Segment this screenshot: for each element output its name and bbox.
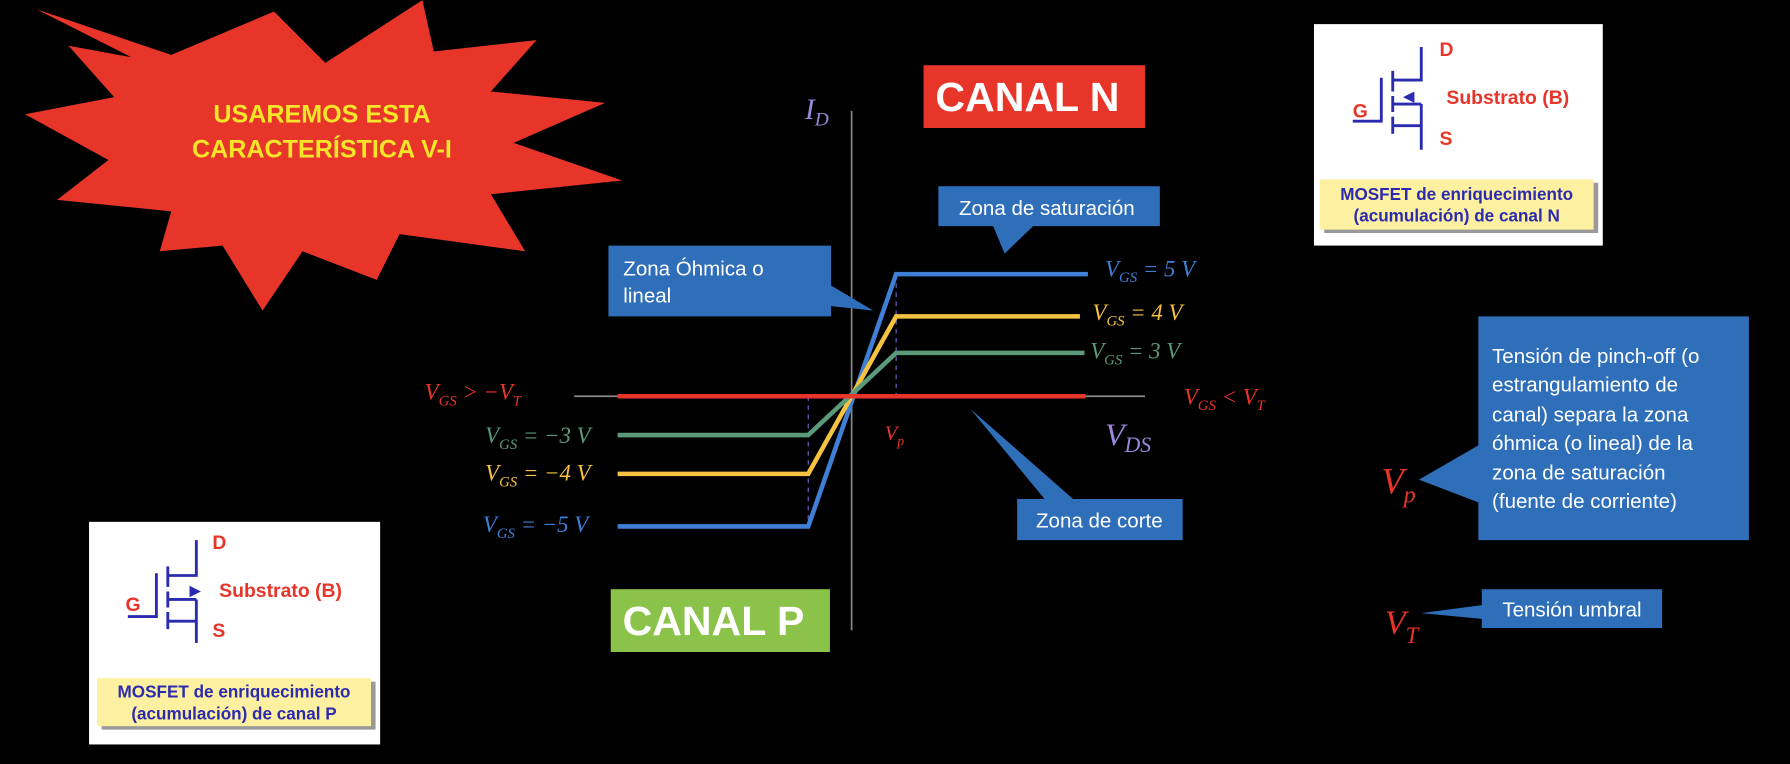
text-part: = −3 V <box>517 423 593 448</box>
callout-corte <box>970 408 1183 541</box>
callout-text: Tensión umbral <box>1502 599 1641 622</box>
callout-text: Zona de saturación <box>959 197 1135 220</box>
callout-umbral <box>1421 589 1663 629</box>
text-part: D <box>814 110 829 131</box>
curve-label: VGS = 3 V <box>1090 339 1183 369</box>
text-part: V <box>1385 604 1410 642</box>
text-part: GS <box>497 526 516 542</box>
text-part: V <box>885 423 900 445</box>
text-part: T <box>1406 623 1421 648</box>
callout-text: Tensión de pinch-off (o <box>1492 345 1699 368</box>
mosfet-symbol <box>1352 46 1423 150</box>
callout-text: óhmica (o lineal) de la <box>1492 432 1693 455</box>
text-part: > −V <box>457 380 516 405</box>
curve-label: VGS = 5 V <box>1105 256 1198 286</box>
canal-n-label: CANAL N <box>935 74 1119 120</box>
callout-text: lineal <box>623 285 671 308</box>
callout-text: zona de saturación <box>1492 462 1666 485</box>
gate-label: G <box>1353 101 1368 123</box>
curve-label: VGS < VT <box>1184 384 1267 414</box>
text-part: T <box>513 393 523 409</box>
text-part: GS <box>1119 270 1138 286</box>
burst-text: USAREMOS ESTA <box>213 100 430 128</box>
y-axis-label: ID <box>804 94 829 131</box>
text-part: V <box>1381 460 1407 501</box>
callout-text: Zona de corte <box>1036 510 1163 533</box>
text-part: V <box>485 461 502 486</box>
caption: (acumulación) de canal P <box>131 704 336 723</box>
vp-symbol: Vp <box>1381 460 1415 508</box>
text-part: = −5 V <box>515 512 591 537</box>
text-part: V <box>425 380 442 405</box>
text-part: GS <box>439 393 458 409</box>
text-part: DS <box>1124 433 1152 457</box>
text-part: GS <box>1198 398 1217 414</box>
x-axis-label: VDS <box>1105 417 1151 457</box>
text-part: = 5 V <box>1137 256 1198 281</box>
substrate-label: Substrato (B) <box>1446 87 1569 109</box>
callout-saturacion <box>938 186 1160 254</box>
text-part: T <box>1257 398 1267 414</box>
burst-text: CARACTERÍSTICA V-I <box>192 135 452 164</box>
text-part: < V <box>1216 384 1260 409</box>
gate-label: G <box>126 594 141 616</box>
text-part: V <box>1092 300 1109 325</box>
canal-p-label: CANAL P <box>623 598 805 644</box>
mosfet-p: G D S Substrato (B) MOSFET de enriquecim… <box>89 521 381 745</box>
text-part: V <box>1184 384 1201 409</box>
source-label: S <box>212 620 225 642</box>
caption: MOSFET de enriquecimiento <box>118 683 351 702</box>
caption: (acumulación) de canal N <box>1353 207 1559 226</box>
text-part: p <box>1402 482 1416 508</box>
curve-label: VGS = −3 V <box>485 423 593 453</box>
text-part: GS <box>499 437 518 453</box>
curve-label: VGS = −4 V <box>485 461 593 491</box>
callout-text: estrangulamiento de <box>1492 374 1678 397</box>
callout-ohmica <box>608 245 874 317</box>
callout-text: canal) separa la zona <box>1492 403 1689 426</box>
text-part: GS <box>1104 352 1123 368</box>
mosfet-arrow <box>1403 91 1415 103</box>
vt-symbol: VT <box>1385 604 1421 648</box>
text-part: V <box>1105 417 1128 452</box>
text-part: I <box>804 94 817 126</box>
text-part: = −4 V <box>517 461 593 486</box>
text-part: V <box>1090 339 1107 364</box>
mosfet-arrow <box>189 585 201 598</box>
drain-label: D <box>1440 39 1454 61</box>
source-label: S <box>1440 128 1453 150</box>
curve <box>617 271 1088 529</box>
caption: MOSFET de enriquecimiento <box>1340 185 1573 204</box>
text-part: = 4 V <box>1125 300 1186 325</box>
text-part: GS <box>499 474 518 490</box>
curve-label: VGS > −VT <box>425 380 523 410</box>
curve-label: VGS = −5 V <box>483 512 591 542</box>
drain-label: D <box>212 532 226 554</box>
text-part: GS <box>1106 313 1125 329</box>
text-part: = 3 V <box>1122 339 1183 364</box>
text-part: V <box>1105 256 1122 281</box>
canal-p-box <box>610 589 830 652</box>
mosfet-symbol <box>127 540 198 643</box>
text-part: V <box>483 512 500 537</box>
callout-text: Zona Óhmica o <box>623 257 763 280</box>
callout-pinch-off <box>1418 316 1749 541</box>
caption-box <box>97 678 372 727</box>
burst <box>25 0 623 311</box>
curve-label: VGS = 4 V <box>1092 300 1185 330</box>
canal-n-box <box>923 65 1146 128</box>
text-part: p <box>896 433 904 448</box>
text-part: V <box>485 423 502 448</box>
substrate-label: Substrato (B) <box>219 580 342 602</box>
caption-box <box>1319 179 1594 230</box>
mosfet-n: G D S Substrato (B) MOSFET de enriquecim… <box>1313 24 1603 246</box>
vp-axis-label: Vp <box>885 423 905 449</box>
callout-text: (fuente de corriente) <box>1492 490 1677 513</box>
